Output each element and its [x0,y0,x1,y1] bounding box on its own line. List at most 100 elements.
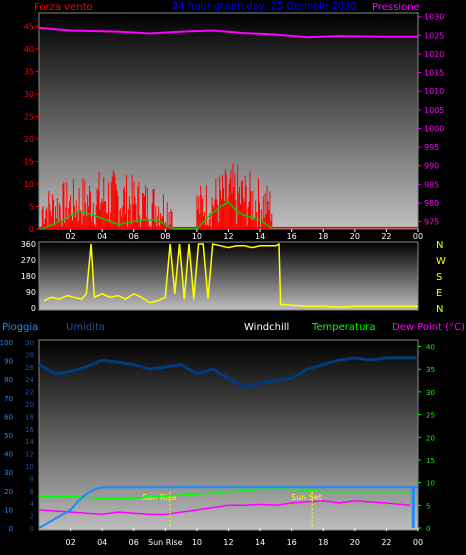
sun-set-annotation: Sun Set [291,493,322,502]
rain-ytick-label: 10 [4,506,13,514]
time-tick-label: 12 [223,232,233,241]
wind-ytick-label: 0 [29,225,34,234]
rain-ytick-label: 80 [4,376,13,384]
compass-label: S [436,272,442,283]
pressure-ytick-label: 975 [424,218,439,227]
bottom-time-tick-label: 20 [350,538,360,547]
humidity-ytick-label: 20 [25,401,34,409]
temp-ytick-label: 10 [426,480,435,488]
wind-ytick-label: 10 [24,180,34,189]
wind-ytick-label: 25 [24,113,34,122]
temp-ytick-label: 40 [426,344,435,352]
bottom-time-tick-label: 00 [413,538,423,547]
humidity-ytick-label: 2 [30,513,34,521]
bottom-time-tick-label: 14 [255,538,265,547]
temperature-legend: Temperatura [311,322,376,333]
pressure-ytick-label: 995 [424,143,439,152]
pressure-ytick-label: 1015 [424,69,444,78]
time-tick-label: 06 [129,232,139,241]
humidity-legend: Umidita [66,322,105,333]
humidity-area [39,358,418,528]
rain-ytick-label: 20 [4,488,13,496]
bottom-time-tick-label: 04 [97,538,107,547]
time-tick-label: 08 [160,232,170,241]
direction-ytick-label: 360 [21,240,36,249]
humidity-ytick-label: 26 [25,364,34,372]
bottom-time-tick-label: 12 [223,538,233,547]
compass-label: W [436,256,446,267]
pressure-ytick-label: 1005 [424,106,444,115]
humidity-ytick-label: 4 [30,500,35,508]
pressure-ytick-label: 1000 [424,124,444,133]
wind-ytick-label: 30 [24,90,34,99]
compass-label: N [436,304,443,315]
bottom-time-tick-label: 18 [318,538,328,547]
bottom-time-tick-label: Sun Rise [148,538,183,547]
temp-ytick-label: 15 [426,457,435,465]
bottom-time-tick-label: 16 [287,538,297,547]
bottom-time-tick-label: 10 [192,538,202,547]
wind-ytick-label: 5 [29,203,34,212]
time-tick-label: 10 [192,232,202,241]
humidity-ytick-label: 28 [25,351,34,359]
pressure-line [38,26,418,39]
wind-ytick-label: 15 [24,158,34,167]
wind-ytick-label: 35 [24,68,34,77]
humidity-ytick-label: 16 [25,426,34,434]
bottom-time-tick-label: 06 [129,538,139,547]
humidity-ytick-label: 22 [25,389,34,397]
compass-label: E [436,288,442,299]
sun-rise-annotation: Sun Rise [142,493,177,502]
pressure-ytick-label: 1025 [424,31,444,40]
rain-ytick-label: 60 [4,413,13,421]
rain-ytick-label: 90 [4,358,13,366]
windchill-legend: Windchill [244,322,289,333]
direction-ytick-label: 90 [26,288,36,297]
temp-ytick-label: 0 [426,525,430,533]
humidity-ytick-label: 14 [25,438,34,446]
temp-ytick-label: 25 [426,412,435,420]
pressure-ytick-label: 1030 [424,13,444,22]
time-tick-label: 14 [255,232,265,241]
cumulative-rain-line [38,486,418,529]
rain-legend: Pioggia [2,322,38,333]
humidity-ytick-label: 30 [25,339,34,347]
rain-ytick-label: 30 [4,469,13,477]
temp-ytick-label: 30 [426,389,435,397]
wind-ytick-label: 40 [24,45,34,54]
time-tick-label: 04 [97,232,107,241]
time-tick-label: 22 [381,232,391,241]
humidity-ytick-label: 24 [25,376,34,384]
time-tick-label: 20 [350,232,360,241]
humidity-ytick-label: 0 [30,525,34,533]
dewpoint-line [38,500,411,516]
temp-ytick-label: 35 [426,366,435,374]
gust-line [41,201,274,230]
pressure-ytick-label: 990 [424,162,439,171]
time-tick-label: 16 [287,232,297,241]
temp-ytick-label: 5 [426,502,430,510]
rain-ytick-label: 40 [4,451,13,459]
time-tick-label: 02 [65,232,75,241]
wind-ytick-label: 45 [24,23,34,32]
time-tick-label: 18 [318,232,328,241]
temperature-line [39,488,411,500]
humidity-ytick-label: 18 [25,413,34,421]
direction-ytick-label: 180 [21,272,36,281]
pressure-ytick-label: 1010 [424,87,444,96]
bottom-time-tick-label: 22 [381,538,391,547]
direction-line [43,242,418,308]
pressure-ytick-label: 985 [424,180,439,189]
humidity-ytick-label: 10 [25,463,34,471]
temp-ytick-label: 20 [426,434,435,442]
pressure-chart-label: Pressione [372,2,420,13]
rain-ytick-label: 0 [9,525,13,533]
compass-label: N [436,240,443,251]
wind-ytick-label: 20 [24,135,34,144]
humidity-ytick-label: 6 [30,488,35,496]
humidity-ytick-label: 12 [25,451,34,459]
wind-plot-area [38,12,419,230]
direction-ytick-label: 0 [31,304,36,313]
humidity-line [38,356,418,390]
